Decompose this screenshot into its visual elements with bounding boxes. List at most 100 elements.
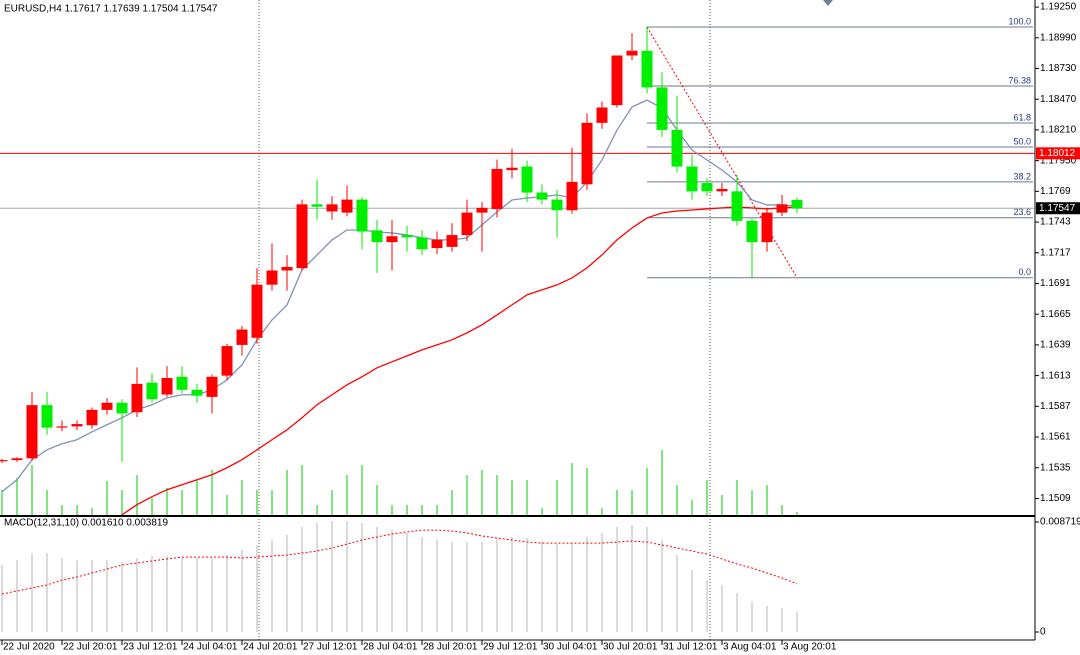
candle-body — [521, 166, 533, 193]
x-tick-label: 22 Jul 2020 — [3, 642, 55, 653]
candle-body — [746, 220, 758, 243]
candle-body — [251, 284, 263, 338]
candle-body — [116, 402, 128, 414]
y-tick-label: 1.18470 — [1040, 94, 1077, 105]
candle-body — [476, 207, 488, 213]
y-tick-label: 1.1561 — [1040, 432, 1071, 443]
candle-body — [446, 235, 458, 247]
candle-body — [296, 204, 308, 269]
candle-body — [716, 188, 728, 192]
candle-body — [146, 382, 158, 400]
candle-body — [56, 426, 68, 428]
candle-body — [551, 199, 563, 211]
candle-body — [341, 199, 353, 213]
chart-shift-marker — [823, 0, 833, 6]
candle-body — [221, 346, 233, 376]
y-tick-label: 1.1613 — [1040, 370, 1071, 381]
candle-body — [401, 235, 413, 238]
price-marker-label: 1.17547 — [1039, 203, 1076, 214]
y-tick-label: 1.18990 — [1040, 32, 1077, 43]
candle-body — [416, 237, 428, 250]
candle-body — [536, 192, 548, 200]
price-panel: 100.0 76.38 61.8 50.0 38.2 23.6 0.0 — [0, 16, 1035, 515]
y-tick-label: 1.1691 — [1040, 278, 1071, 289]
candle-body — [461, 212, 473, 236]
y-tick-label: 1.19250 — [1040, 2, 1077, 13]
fib-level-label: 100.0 — [1008, 16, 1031, 26]
candle-body — [131, 383, 143, 413]
candle-body — [266, 270, 278, 285]
fib-trendline — [646, 26, 798, 278]
candle-body — [671, 129, 683, 167]
x-tick-label: 29 Jul 12:01 — [483, 642, 538, 653]
candle-body — [11, 458, 23, 461]
candle-body — [86, 409, 98, 426]
x-tick-label: 24 Jul 20:01 — [243, 642, 298, 653]
macd-title: MACD(12,31,10) 0.001610 0.003819 — [4, 518, 168, 529]
x-tick-label: 28 Jul 04:01 — [363, 642, 418, 653]
candle-body — [791, 199, 803, 209]
macd-signal-line — [1, 529, 798, 595]
candle-body — [326, 204, 338, 212]
candle-body — [761, 212, 773, 243]
candle-body — [701, 183, 713, 192]
fib-level-label: 0.0 — [1018, 267, 1031, 277]
candle-body — [41, 405, 53, 428]
candle-body — [176, 376, 188, 390]
candle-body — [641, 50, 653, 88]
y-tick-label: 1.1717 — [1040, 247, 1071, 258]
y-tick-label: 1.1769 — [1040, 186, 1071, 197]
x-tick-label: 3 Aug 04:01 — [723, 642, 777, 653]
candle-body — [731, 191, 743, 221]
y-tick-label: 0 — [1040, 627, 1046, 638]
y-tick-label: 1.1509 — [1040, 493, 1071, 504]
y-tick-label: 1.1535 — [1040, 462, 1071, 473]
candle-body — [356, 199, 368, 232]
candle-body — [686, 166, 698, 192]
candle-body — [206, 376, 218, 397]
candle-body — [26, 405, 38, 459]
candle-body — [596, 107, 608, 123]
y-tick-label: 1.17950 — [1040, 155, 1077, 166]
macd-panel — [1, 520, 798, 633]
x-tick-label: 3 Aug 20:01 — [783, 642, 837, 653]
candle-body — [566, 181, 578, 211]
candle-body — [626, 50, 638, 56]
x-tick-label: 27 Jul 12:01 — [303, 642, 358, 653]
y-tick-label: 1.1639 — [1040, 340, 1071, 351]
price-marker-box — [1036, 147, 1080, 160]
moving-average — [121, 206, 798, 515]
candle-body — [506, 167, 518, 171]
candle-body — [71, 424, 83, 427]
x-tick-label: 28 Jul 20:01 — [423, 642, 478, 653]
x-tick-label: 22 Jul 20:01 — [63, 642, 118, 653]
price-marker-label: 1.18012 — [1039, 148, 1076, 159]
candle-body — [191, 389, 203, 396]
x-tick-label: 30 Jul 20:01 — [603, 642, 658, 653]
candle-body — [236, 329, 248, 345]
candle-body — [491, 168, 503, 210]
y-tick-label: 1.18210 — [1040, 125, 1077, 136]
fib-level-label: 38.2 — [1013, 171, 1031, 181]
x-tick-label: 23 Jul 12:01 — [123, 642, 178, 653]
y-tick-label: 0.008719 — [1040, 517, 1080, 528]
y-tick-label: 1.18730 — [1040, 63, 1077, 74]
y-tick-label: 1.1743 — [1040, 217, 1071, 228]
candle-body — [311, 204, 323, 207]
candle-body — [371, 230, 383, 243]
candle-body — [431, 239, 443, 249]
candle-body — [581, 122, 593, 185]
chart-title: EURUSD,H4 1.17617 1.17639 1.17504 1.1754… — [4, 4, 218, 15]
candle-body — [386, 236, 398, 243]
fib-level-label: 76.38 — [1008, 75, 1031, 85]
candle-body — [281, 266, 293, 271]
x-tick-label: 24 Jul 04:01 — [183, 642, 238, 653]
y-tick-label: 1.1665 — [1040, 309, 1071, 320]
candle-body — [611, 55, 623, 106]
price-marker-box — [1036, 202, 1080, 215]
fib-level-label: 50.0 — [1013, 136, 1031, 146]
x-tick-label: 31 Jul 12:01 — [663, 642, 718, 653]
fib-level-label: 61.8 — [1013, 112, 1031, 122]
